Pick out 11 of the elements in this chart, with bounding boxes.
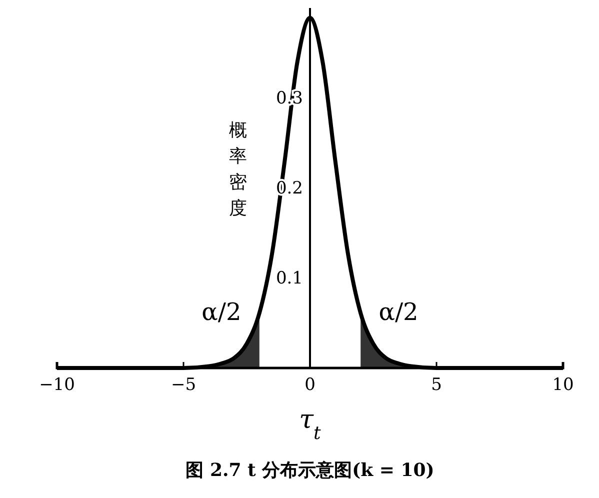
x-tick-label: 5	[431, 375, 442, 396]
x-axis-title: τ$_{t}$	[299, 405, 322, 444]
x-tick-label: 10	[552, 375, 574, 396]
annotation: α/2	[378, 298, 418, 326]
y-axis-title: 概率密度	[229, 120, 247, 219]
x-tick-label: −5	[170, 375, 196, 396]
x-tick-label: 0	[304, 375, 316, 396]
annotation: α/2	[202, 298, 242, 326]
text: 图 2.7 t 分布示意图(k = 10)	[186, 460, 434, 481]
x-tick-label: −10	[39, 375, 75, 396]
y-tick-label: 0.1	[276, 268, 303, 288]
